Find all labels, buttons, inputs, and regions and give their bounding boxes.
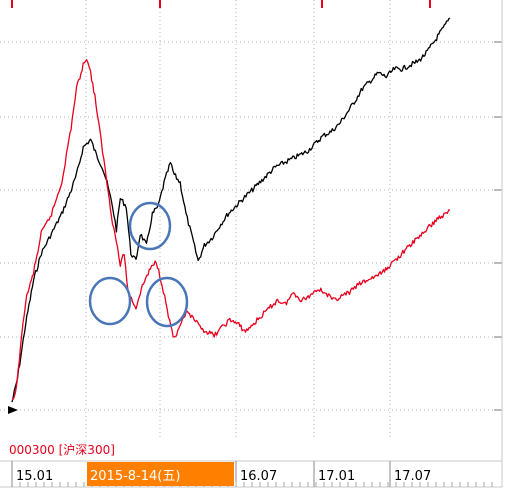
x-axis-ticks: 15.01 16.07 17.01 17.07: [11, 461, 493, 487]
annotation-circle-dip-left: [88, 276, 132, 326]
x-tick-label: 16.07: [240, 469, 277, 484]
annotation-circle-peak: [128, 201, 172, 251]
series-line-2: [11, 59, 451, 401]
x-tick-label: 17.01: [318, 469, 355, 484]
series-layer: [11, 17, 451, 403]
date-cursor-label: 2015-8-14(五): [90, 469, 180, 484]
x-tick-label: 17.07: [394, 469, 431, 484]
legend-label: 000300 [沪深300]: [9, 443, 115, 457]
start-arrow-marker: [8, 406, 18, 414]
annotation-circles: [88, 201, 189, 328]
series-line-1: [11, 17, 451, 403]
date-cursor-box: [87, 462, 234, 486]
annotation-circle-dip-right: [145, 276, 189, 328]
top-tick-markers: [11, 0, 431, 8]
chart-grid: [0, 0, 503, 487]
x-tick-label: 15.01: [16, 469, 53, 484]
